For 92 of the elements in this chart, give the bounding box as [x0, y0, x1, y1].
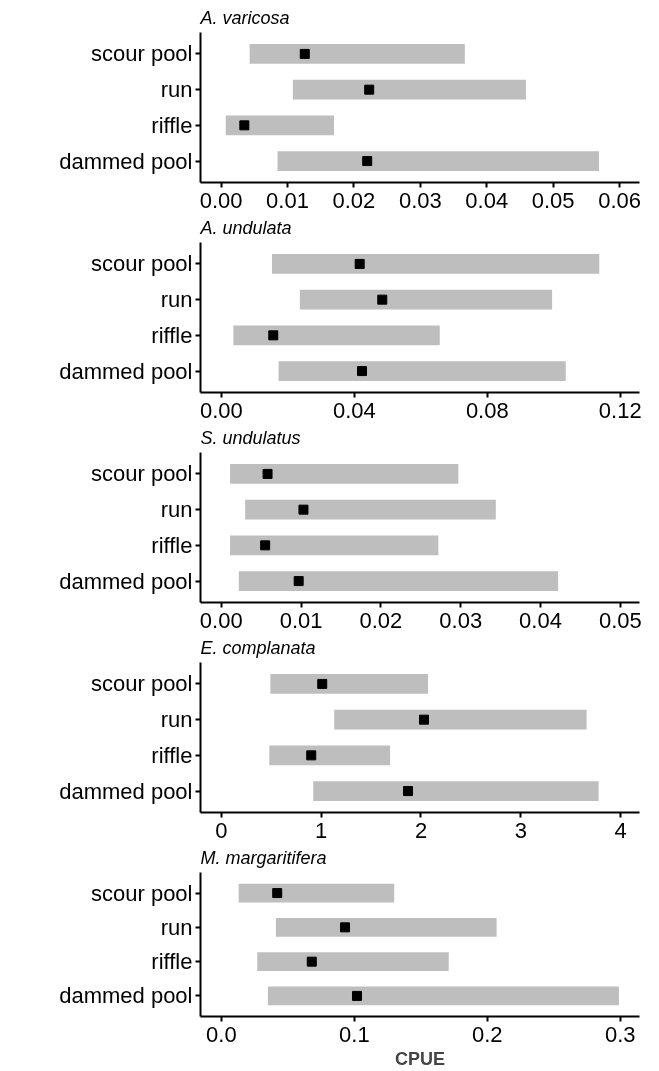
x-tick-label: 3 [514, 817, 527, 843]
point [306, 750, 317, 761]
point [362, 156, 373, 167]
bar [275, 917, 497, 937]
x-tick-label: 0.04 [332, 397, 376, 423]
point [260, 540, 271, 551]
bar [249, 44, 465, 64]
bar [277, 151, 599, 171]
bar [270, 674, 428, 694]
bar [271, 254, 600, 274]
x-tick-label: 0.03 [398, 187, 442, 213]
point [403, 786, 414, 797]
x-tick-label: 0.05 [598, 607, 642, 633]
y-tick-label: riffle [151, 742, 193, 768]
point [377, 294, 388, 305]
point [272, 888, 283, 899]
x-tick-label: 0 [215, 817, 228, 843]
point [351, 990, 362, 1001]
y-tick-label: scour pool [91, 671, 193, 697]
bar [245, 499, 496, 520]
bar [230, 464, 459, 484]
x-tick-label: 0.01 [266, 187, 309, 213]
bar [225, 115, 334, 136]
point [239, 120, 250, 131]
x-tick-label: 0.08 [465, 397, 509, 423]
point [268, 330, 279, 341]
x-tick-label: 0.00 [199, 607, 243, 633]
bar [238, 883, 395, 903]
chart-title: M. margaritifera [200, 847, 327, 868]
x-tick-label: 0.00 [200, 397, 243, 423]
bar [278, 361, 566, 381]
x-tick-label: 0.2 [471, 1021, 503, 1047]
y-tick-label: run [160, 497, 193, 523]
x-tick-label: 0.00 [199, 187, 243, 213]
bar [267, 986, 619, 1006]
bar [334, 709, 587, 730]
y-tick-label: riffle [151, 322, 193, 348]
chart-title: A. varicosa [199, 7, 290, 28]
x-tick-label: 2 [414, 817, 428, 843]
point [364, 84, 375, 95]
bar [230, 535, 439, 556]
y-tick-label: riffle [151, 532, 193, 558]
bar [269, 745, 391, 766]
y-tick-label: riffle [151, 112, 193, 138]
x-tick-label: 1 [315, 817, 328, 843]
chart-title: A. undulata [199, 217, 292, 238]
y-tick-label: scour pool [91, 880, 193, 906]
point [357, 366, 368, 377]
x-tick-label: 4 [614, 817, 627, 843]
bar [257, 952, 449, 972]
y-tick-label: scour pool [91, 251, 193, 277]
point [262, 468, 273, 479]
x-tick-label: 0.3 [604, 1021, 636, 1047]
x-tick-label: 0.01 [279, 607, 323, 633]
y-tick-label: run [160, 77, 193, 103]
x-tick-label: 0.02 [359, 607, 403, 633]
y-tick-label: dammed pool [59, 358, 193, 384]
point [340, 922, 351, 933]
y-tick-label: dammed pool [59, 778, 193, 804]
x-tick-label: 0.03 [439, 607, 483, 633]
x-tick-label: 0.04 [465, 187, 509, 213]
y-tick-label: dammed pool [59, 148, 193, 174]
y-tick-label: run [160, 287, 193, 313]
chart-title: E. complanata [200, 637, 316, 658]
bar [299, 289, 553, 310]
x-tick-label: 0.12 [598, 397, 642, 423]
point [306, 956, 317, 967]
bar [233, 325, 440, 346]
x-tick-label: 0.05 [531, 187, 575, 213]
chart-title: S. undulatus [200, 427, 301, 448]
point [298, 504, 309, 515]
y-tick-label: run [160, 707, 193, 733]
point [293, 576, 304, 587]
point [354, 258, 365, 269]
x-tick-label: 0.0 [206, 1021, 237, 1047]
bar [313, 781, 599, 801]
y-tick-label: dammed pool [59, 983, 193, 1009]
y-tick-label: dammed pool [59, 568, 193, 594]
x-tick-label: 0.02 [332, 187, 376, 213]
x-tick-label: 0.06 [598, 187, 641, 213]
point [299, 48, 310, 59]
x-tick-label: 0.04 [519, 607, 562, 633]
x-tick-label: 0.1 [339, 1021, 370, 1047]
y-tick-label: riffle [151, 949, 193, 975]
y-tick-label: scour pool [91, 41, 193, 67]
y-tick-label: run [160, 914, 193, 940]
x-axis-title: CPUE [395, 1048, 446, 1069]
point [317, 678, 328, 689]
bar [292, 79, 526, 100]
point [418, 714, 429, 725]
y-tick-label: scour pool [91, 461, 193, 487]
bar [238, 571, 559, 591]
